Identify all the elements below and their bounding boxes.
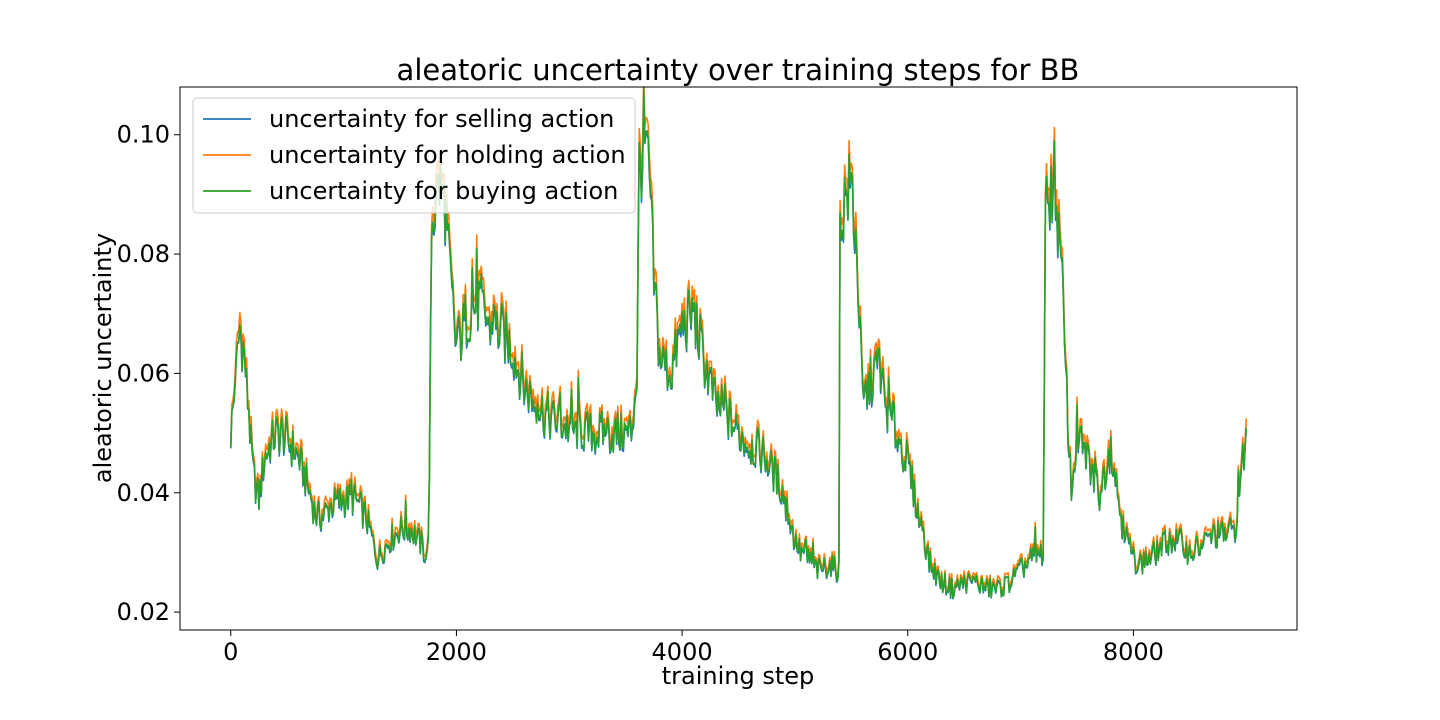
series-line-buying [229, 87, 1248, 599]
plot-frame [179, 86, 1298, 631]
legend-label-selling: uncertainty for selling action [269, 105, 614, 133]
legend: uncertainty for selling action uncertaint… [192, 97, 636, 214]
y-tick-label: 0.06 [117, 359, 170, 387]
y-axis: 0.02 0.04 0.06 0.08 0.10 [117, 121, 180, 626]
x-tick-label: 0 [223, 638, 238, 666]
legend-label-buying: uncertainty for buying action [269, 177, 618, 205]
legend-label-holding: uncertainty for holding action [269, 141, 626, 169]
x-tick-label: 4000 [652, 638, 713, 666]
x-tick-label: 2000 [426, 638, 487, 666]
series-layer [229, 87, 1248, 600]
x-axis-label: training step [662, 662, 815, 690]
x-axis: 0 2000 4000 6000 8000 [223, 630, 1164, 666]
y-tick-label: 0.10 [117, 121, 170, 149]
legend-frame [192, 97, 636, 214]
x-tick-label: 8000 [1103, 638, 1164, 666]
y-axis-label: aleatoric uncertainty [89, 233, 117, 483]
x-tick-label: 6000 [877, 638, 938, 666]
chart-title: aleatoric uncertainty over training step… [397, 53, 1080, 87]
y-tick-label: 0.02 [117, 598, 170, 626]
y-tick-label: 0.08 [117, 240, 170, 268]
y-tick-label: 0.04 [117, 479, 170, 507]
